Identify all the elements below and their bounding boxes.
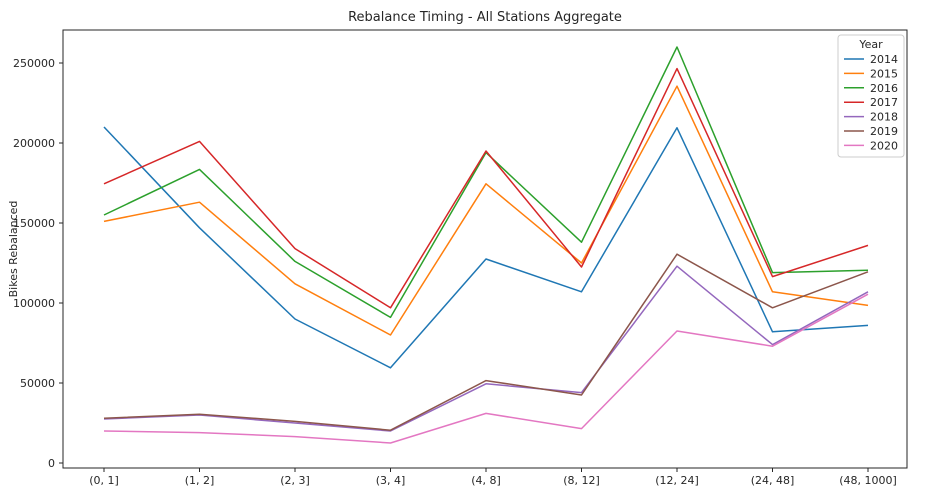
x-axis-tick-label: (1, 2] (185, 474, 215, 487)
legend-label-2016: 2016 (870, 82, 898, 95)
chart-title: Rebalance Timing - All Stations Aggregat… (348, 10, 622, 25)
series-line-2015 (103, 85, 869, 336)
y-axis-tick-label: 200000 (13, 137, 55, 150)
x-axis-tick-label: (0, 1] (89, 474, 119, 487)
legend-label-2018: 2018 (870, 111, 898, 124)
legend-label-2020: 2020 (870, 139, 898, 152)
x-axis-tick-label: (12, 24] (655, 474, 699, 487)
legend-label-2017: 2017 (870, 96, 898, 109)
x-axis-tick-label: (4, 8] (471, 474, 501, 487)
x-axis-tick-label: (48, 1000] (839, 474, 897, 487)
series-line-2018 (103, 265, 869, 432)
series-line-2017 (103, 67, 869, 309)
y-axis-tick-label: 50000 (20, 377, 55, 390)
x-axis-tick-label: (24, 48] (751, 474, 795, 487)
legend-label-2014: 2014 (870, 53, 898, 66)
plot-border (62, 29, 908, 469)
x-axis-tick-label: (8, 12] (563, 474, 600, 487)
x-axis-tick-label: (3, 4] (376, 474, 406, 487)
y-axis-tick-label: 250000 (13, 57, 55, 70)
series-line-2014 (103, 126, 869, 369)
x-axis-tick-label: (2, 3] (280, 474, 310, 487)
series-line-2016 (103, 46, 869, 319)
legend-title: Year (858, 38, 883, 51)
legend-label-2019: 2019 (870, 125, 898, 138)
y-axis-tick-label: 0 (48, 457, 55, 470)
y-axis-label: Bikes Rebalanced (7, 201, 20, 298)
y-axis-tick-label: 100000 (13, 297, 55, 310)
legend-label-2015: 2015 (870, 67, 898, 80)
y-axis-tick-label: 150000 (13, 217, 55, 230)
series-line-2019 (103, 253, 869, 431)
series-line-2020 (103, 293, 869, 444)
legend-box (837, 34, 905, 158)
